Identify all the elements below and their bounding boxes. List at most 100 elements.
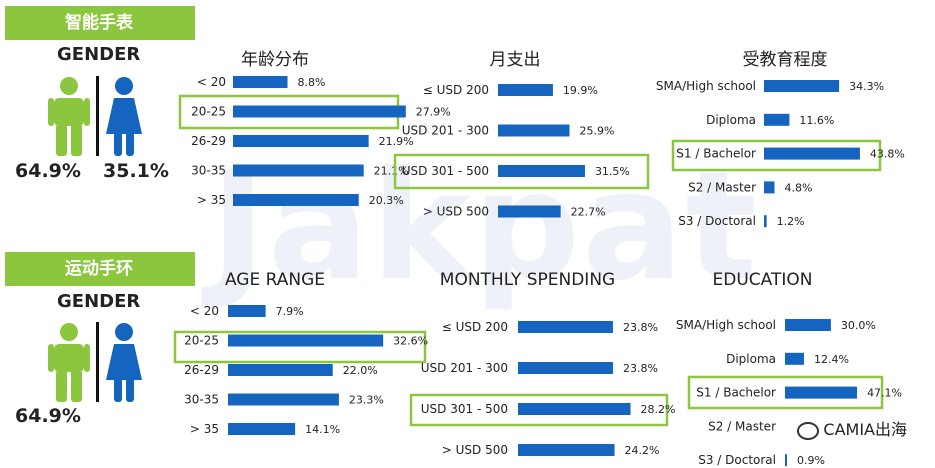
highlight-box (671, 139, 882, 172)
category-label: 30-35 (184, 393, 219, 407)
bar (498, 84, 553, 96)
bar (228, 334, 384, 347)
value-label: 14.1% (305, 423, 340, 436)
value-label: 0.9% (797, 454, 825, 467)
category-label: USD 301 - 500 (421, 402, 508, 416)
category-label: S1 / Bachelor (696, 386, 776, 400)
bar (228, 305, 266, 317)
category-label: 20-25 (191, 105, 226, 119)
value-label: 20.3% (369, 194, 404, 207)
value-label: 8.8% (298, 76, 326, 89)
value-label: 19.9% (563, 84, 598, 97)
bar (233, 105, 406, 118)
bar (785, 386, 858, 399)
chart-title-age: 年龄分布 (241, 50, 309, 70)
value-label: 23.8% (623, 321, 658, 334)
highlight-box (173, 330, 427, 364)
chart-title-education: 受教育程度 (742, 50, 828, 70)
value-label: 21.1% (374, 165, 409, 178)
bar (518, 444, 615, 456)
category-label: 30-35 (191, 164, 226, 178)
bar (233, 135, 369, 147)
female-percentage: 35.1% (103, 160, 169, 182)
value-label: 1.2% (777, 215, 805, 228)
bar (764, 147, 860, 160)
bar (498, 165, 585, 177)
bar (498, 205, 561, 218)
category-label: < 20 (190, 304, 219, 318)
bar (518, 321, 613, 333)
value-label: 32.6% (393, 335, 428, 348)
male-icon (48, 77, 90, 156)
category-label: S2 / Master (688, 180, 756, 194)
category-label: 26-29 (191, 134, 226, 148)
male-percentage: 64.9% (15, 160, 81, 182)
bar (228, 364, 333, 376)
category-label: SMA/High school (656, 79, 756, 93)
female-icon (106, 323, 142, 402)
gender-divider (96, 322, 99, 402)
value-label: 22.7% (571, 206, 606, 219)
category-label: Diploma (726, 352, 776, 366)
chart-title-age-range: AGE RANGE (224, 270, 326, 290)
male-icon (48, 323, 90, 402)
gender-title: GENDER (57, 44, 141, 65)
value-label: 21.9% (379, 135, 414, 148)
bar (233, 76, 288, 88)
value-label: 25.9% (579, 125, 614, 138)
gender-title: GENDER (57, 291, 141, 312)
footer-brand: CAMIA出海 (797, 416, 907, 440)
bar (764, 80, 840, 92)
bar (785, 319, 831, 331)
value-label: 24.2% (625, 444, 660, 457)
category-label: ≤ USD 200 (442, 320, 508, 334)
footer-text: CAMIA出海 (823, 420, 907, 439)
value-label: 23.3% (349, 394, 384, 407)
category-label: > 35 (197, 193, 226, 207)
category-label: 26-29 (184, 363, 219, 377)
bar (233, 164, 364, 177)
bar (498, 124, 570, 137)
value-label: 30.0% (841, 319, 876, 332)
value-label: 12.4% (814, 353, 849, 366)
bar (518, 362, 613, 374)
category-label: ≤ USD 200 (423, 83, 489, 97)
category-label: SMA/High school (676, 318, 776, 332)
highlight-box (409, 393, 669, 427)
chart-title-spending: 月支出 (489, 50, 541, 70)
highlight-box (393, 153, 650, 190)
value-label: 4.8% (785, 181, 813, 194)
category-label: USD 201 - 300 (421, 361, 508, 375)
bar (518, 403, 631, 415)
category-label: < 20 (197, 75, 226, 89)
category-label: > USD 500 (442, 443, 508, 457)
category-label: USD 201 - 300 (402, 124, 489, 138)
value-label: 47.1% (867, 387, 902, 400)
wechat-icon (797, 421, 820, 440)
male-percentage: 64.9% (15, 405, 81, 427)
category-label: > 35 (190, 422, 219, 436)
category-label: Diploma (706, 113, 756, 127)
bar (764, 181, 775, 194)
category-label: S2 / Master (708, 419, 776, 433)
value-label: 22.0% (343, 364, 378, 377)
value-label: 7.9% (276, 305, 304, 318)
bar (228, 393, 339, 406)
value-label: 43.8% (870, 148, 905, 161)
female-icon (106, 77, 142, 156)
category-label: S3 / Doctoral (698, 453, 776, 467)
bar (785, 454, 787, 467)
chart-title-education-2: EDUCATION (712, 270, 813, 290)
section-tag-smartwatch: 智能手表 (5, 6, 195, 40)
value-label: 23.8% (623, 362, 658, 375)
bar (785, 352, 804, 365)
value-label: 31.5% (595, 165, 630, 178)
category-label: S1 / Bachelor (676, 147, 756, 161)
gender-divider (96, 76, 99, 156)
bar (764, 215, 767, 228)
category-label: USD 301 - 500 (402, 164, 489, 178)
value-label: 34.3% (849, 80, 884, 93)
category-label: 20-25 (184, 334, 219, 348)
